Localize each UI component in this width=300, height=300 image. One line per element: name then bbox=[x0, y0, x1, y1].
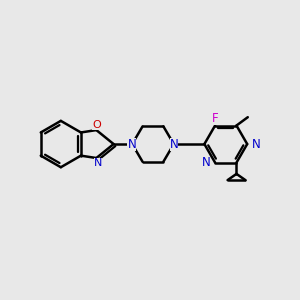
Text: O: O bbox=[92, 120, 101, 130]
Text: N: N bbox=[252, 138, 261, 151]
Text: N: N bbox=[94, 158, 102, 168]
Text: N: N bbox=[170, 138, 178, 151]
Text: N: N bbox=[128, 138, 136, 151]
Text: N: N bbox=[202, 156, 210, 169]
Text: F: F bbox=[212, 112, 218, 125]
